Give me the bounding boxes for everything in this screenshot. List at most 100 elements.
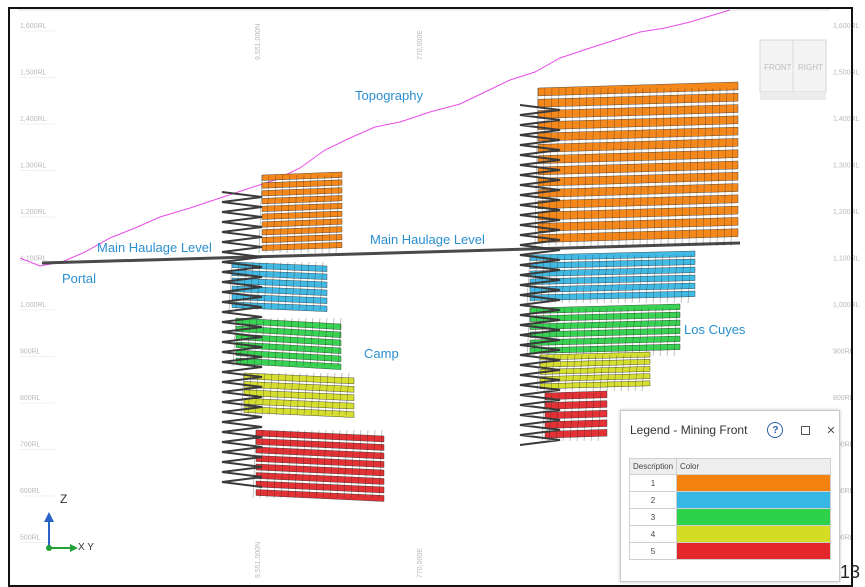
stope-rib	[533, 307, 538, 357]
stope-rib	[652, 307, 657, 357]
stope-rib	[666, 307, 671, 357]
stope-rib	[611, 87, 616, 247]
stope-rib	[578, 354, 583, 392]
stope-block	[255, 438, 385, 451]
rl-label: 1,400RL	[833, 116, 860, 123]
stope-block	[539, 358, 651, 368]
stope-rib	[303, 372, 308, 416]
stope-rib	[673, 307, 678, 357]
legend-row[interactable]: 5	[628, 542, 831, 560]
rl-label: 600RL	[20, 488, 41, 495]
stope-rib	[280, 429, 285, 499]
stope-rib	[568, 254, 573, 304]
legend-color-swatch	[676, 474, 831, 492]
stope-block	[243, 397, 355, 410]
stope-rib	[659, 254, 664, 304]
stope-rib	[562, 87, 567, 247]
stope-rib	[667, 87, 672, 247]
stope-rib	[289, 372, 294, 416]
stope-block	[537, 194, 739, 209]
ramp-spiral	[519, 104, 561, 446]
view-cube[interactable]: FRONT RIGHT	[759, 39, 827, 100]
stope-block	[243, 389, 355, 401]
legend-description: 5	[628, 542, 678, 560]
close-icon[interactable]: ✕	[826, 424, 836, 437]
legend-row[interactable]: 4	[628, 525, 831, 543]
rl-label: 1,100RL	[833, 256, 860, 263]
label-main-haulage-1: Main Haulage Level	[97, 240, 212, 255]
stope-rib	[695, 87, 700, 247]
view-cube-front[interactable]: FRONT	[764, 63, 792, 72]
axis-xy-label: X Y	[78, 542, 94, 553]
legend-col-color[interactable]: Color	[676, 458, 831, 475]
rl-label: 800RL	[833, 395, 854, 402]
stope-rib	[653, 87, 658, 247]
stope-rib	[582, 307, 587, 357]
stope-rib	[576, 392, 581, 442]
main-haulage-drive	[41, 241, 741, 265]
stope-rib	[730, 87, 735, 247]
stope-rib	[641, 354, 646, 392]
stope-rib	[575, 307, 580, 357]
stope-rib	[652, 254, 657, 304]
stope-rib	[322, 429, 327, 499]
legend-row[interactable]: 1	[628, 474, 831, 492]
stope-rib	[296, 372, 301, 416]
camp-stope-complex	[228, 171, 385, 502]
stope-rib	[716, 87, 721, 247]
stope-rib	[277, 261, 282, 311]
stope-rib	[291, 261, 296, 311]
rl-label: 1,400RL	[20, 116, 47, 123]
stope-block	[231, 301, 328, 312]
rl-label: 800RL	[20, 395, 41, 402]
stope-block	[243, 406, 355, 418]
stope-block	[544, 409, 608, 420]
stope-rib	[592, 354, 597, 392]
rl-label: 1,100RL	[20, 256, 47, 263]
stope-rib	[288, 317, 293, 367]
stope-rib	[596, 254, 601, 304]
stope-block	[255, 455, 385, 468]
stope-rib	[583, 392, 588, 442]
stope-block	[537, 217, 739, 232]
stope-rib	[321, 174, 326, 254]
stope-rib	[266, 429, 271, 499]
stope-rib	[272, 174, 277, 254]
maximize-icon[interactable]	[801, 425, 811, 435]
rl-label: 1,600RL	[20, 23, 47, 30]
stope-rib	[597, 87, 602, 247]
axis-triad: Z X Y	[44, 492, 94, 553]
stope-rib	[323, 317, 328, 367]
stope-rib	[258, 174, 263, 254]
stope-rib	[329, 429, 334, 499]
stope-rib	[305, 261, 310, 311]
stope-rib	[674, 87, 679, 247]
legend-row[interactable]: 2	[628, 491, 831, 509]
help-icon[interactable]: ?	[767, 422, 784, 438]
stope-rib	[343, 429, 348, 499]
stope-rib	[610, 307, 615, 357]
stope-rib	[564, 354, 569, 392]
stope-block	[235, 333, 342, 346]
stope-rib	[270, 261, 275, 311]
stope-rib	[571, 354, 576, 392]
legend-row[interactable]: 3	[628, 508, 831, 526]
legend-col-description[interactable]: Description	[628, 458, 678, 475]
stope-rib	[702, 87, 707, 247]
legend-panel[interactable]: Legend - Mining Front ? ✕ Description Co…	[620, 410, 840, 582]
stope-rib	[263, 261, 268, 311]
stope-block	[243, 372, 355, 385]
stope-rib	[310, 372, 315, 416]
rl-label: 1,200RL	[20, 209, 47, 216]
stope-rib	[624, 307, 629, 357]
stope-block	[261, 179, 343, 189]
axis-z-label: Z	[60, 492, 67, 506]
stope-block	[537, 93, 739, 108]
rl-label: 700RL	[833, 442, 854, 449]
stope-rib	[295, 317, 300, 367]
stope-rib	[659, 307, 664, 357]
view-cube-right[interactable]: RIGHT	[798, 63, 823, 72]
